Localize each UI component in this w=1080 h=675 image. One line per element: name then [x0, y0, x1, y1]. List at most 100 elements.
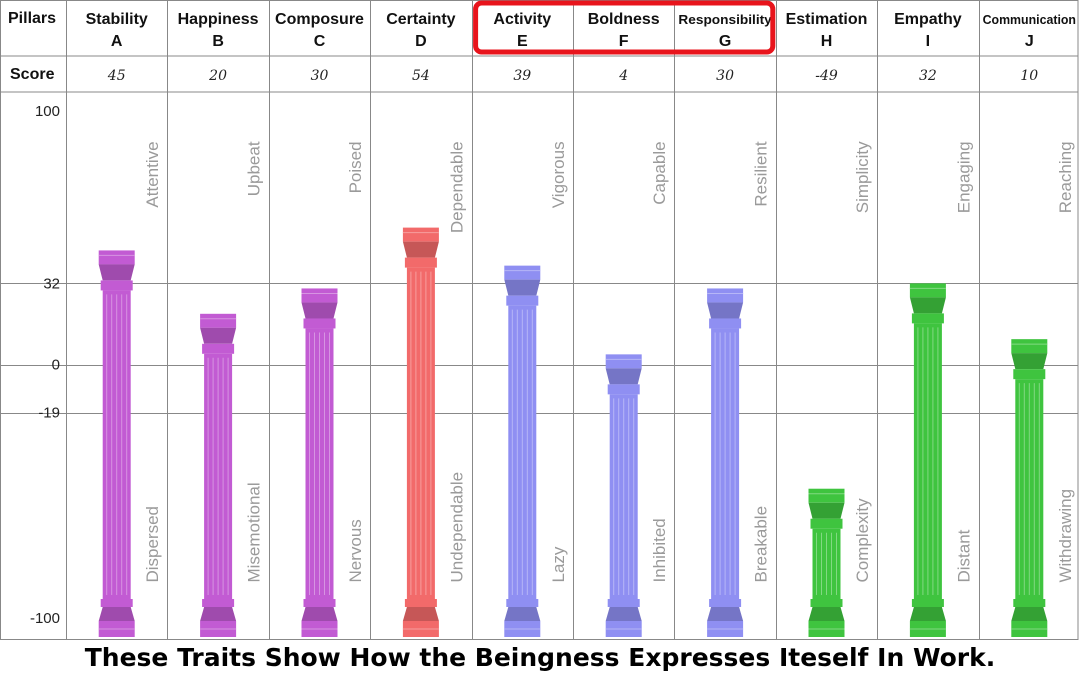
- y-tick-label: 100: [35, 103, 60, 120]
- pillar-column: [504, 265, 541, 637]
- pillar-letter: G: [719, 33, 731, 50]
- pillar-base-ring: [911, 599, 944, 607]
- pillar-score: 30: [311, 68, 329, 84]
- pillar-capital-ring: [404, 257, 437, 268]
- pillar-letter: D: [415, 33, 427, 50]
- pillar-capital: [808, 488, 845, 503]
- pillar-base-flare: [707, 607, 744, 621]
- pillar-base-ring: [303, 599, 336, 607]
- pillar-base-flare: [504, 607, 541, 621]
- pillar-name: Happiness: [178, 11, 259, 28]
- pillar-base-ring: [709, 599, 742, 607]
- pillar-score: 54: [412, 68, 430, 84]
- pillar-capital: [1011, 339, 1048, 354]
- pillar-capital-neck: [504, 279, 541, 296]
- pillar-base-ring: [810, 599, 843, 607]
- pillar-column: [402, 227, 439, 637]
- pillar-base-flare: [909, 607, 946, 621]
- pillar-capital-ring: [810, 518, 843, 529]
- pillar-base-flare: [1011, 607, 1048, 621]
- grid-layer: [0, 0, 1079, 640]
- y-tick-label: 0: [52, 357, 60, 374]
- pillar-base-flare: [98, 607, 135, 621]
- pillar-score: 30: [716, 68, 734, 84]
- pillar-base-ring: [506, 599, 539, 607]
- trait-negative: Complexity: [853, 498, 872, 583]
- pillar-base-ring: [607, 599, 640, 607]
- trait-positive: Simplicity: [853, 141, 872, 213]
- trait-negative: Lazy: [549, 546, 568, 582]
- pillar-letter: C: [314, 33, 326, 50]
- pillar-capital: [707, 288, 744, 303]
- pillar-name: Empathy: [894, 11, 962, 28]
- pillar-column: [605, 354, 642, 637]
- trait-positive: Resilient: [752, 141, 771, 206]
- pillar-columns: [98, 227, 1048, 637]
- pillar-capital: [200, 313, 237, 328]
- highlight-layer: [473, 0, 776, 55]
- pillar-column: [707, 288, 744, 637]
- y-tick-label: 32: [43, 275, 60, 292]
- pillar-capital: [98, 250, 135, 265]
- pillar-letter: B: [212, 33, 224, 50]
- pillar-column: [98, 250, 135, 637]
- y-tick-label: -100: [30, 610, 60, 627]
- trait-positive: Dependable: [447, 141, 466, 233]
- pillar-base-flare: [301, 607, 338, 621]
- pillar-capital-ring: [202, 343, 235, 354]
- pillar-base-flare: [200, 607, 237, 621]
- trait-positive: Poised: [346, 141, 365, 193]
- pillar-capital: [301, 288, 338, 303]
- pillar-score: 20: [208, 68, 227, 84]
- pillar-score: 32: [919, 68, 937, 84]
- pillar-capital: [605, 354, 642, 369]
- pillar-base-flare: [808, 607, 845, 621]
- pillar-capital-ring: [1013, 369, 1046, 380]
- trait-positive: Vigorous: [549, 141, 568, 208]
- pillar-letter: E: [517, 33, 528, 50]
- pillar-name: Composure: [275, 11, 364, 28]
- pillar-capital-ring: [607, 384, 640, 395]
- pillar-capital-ring: [911, 313, 944, 324]
- pillar-capital-neck: [1011, 353, 1048, 370]
- pillar-capital-neck: [808, 502, 845, 519]
- y-tick-label: -19: [38, 405, 60, 422]
- pillar-letter: J: [1025, 33, 1034, 50]
- trait-positive: Capable: [650, 141, 669, 204]
- text-layer: Pillars Score 100 32 0 -19 -100 Stability A 45 A…: [8, 10, 1076, 627]
- trait-positive: Attentive: [143, 141, 162, 207]
- trait-negative: Inhibited: [650, 518, 669, 582]
- trait-negative: Breakable: [752, 506, 771, 583]
- pillar-letter: H: [821, 33, 833, 50]
- footer-caption: These Traits Show How the Beingness Expr…: [84, 643, 996, 672]
- pillar-capital-ring: [303, 318, 336, 329]
- pillar-score: 39: [513, 68, 531, 84]
- pillar-column: [909, 283, 946, 637]
- pillar-score: 10: [1020, 68, 1038, 84]
- pillar-capital-ring: [709, 318, 742, 329]
- pillar-capital-neck: [605, 368, 642, 385]
- pillar-capital-neck: [707, 302, 744, 319]
- highlight-box: [473, 0, 776, 55]
- pillar-column: [1011, 339, 1048, 637]
- pillar-base-ring: [404, 599, 437, 607]
- pillar-column: [808, 488, 845, 637]
- pillar-letter: I: [926, 33, 930, 50]
- pillar-capital-ring: [100, 280, 133, 291]
- pillar-capital-ring: [506, 295, 539, 306]
- pillar-capital-neck: [200, 327, 237, 344]
- pillar-capital: [504, 265, 541, 280]
- trait-negative: Distant: [954, 529, 973, 582]
- pillar-column: [200, 313, 237, 637]
- pillar-capital: [402, 227, 439, 242]
- trait-negative: Withdrawing: [1056, 489, 1075, 583]
- trait-negative: Undependable: [447, 472, 466, 583]
- pillar-capital-neck: [909, 297, 946, 314]
- trait-positive: Upbeat: [245, 141, 264, 196]
- pillar-name: Responsibility: [678, 12, 772, 27]
- pillar-base-flare: [402, 607, 439, 621]
- pillar-name: Boldness: [588, 11, 660, 28]
- trait-positive: Engaging: [954, 141, 973, 213]
- pillar-letter: A: [111, 33, 123, 50]
- pillar-name: Communication: [983, 12, 1076, 27]
